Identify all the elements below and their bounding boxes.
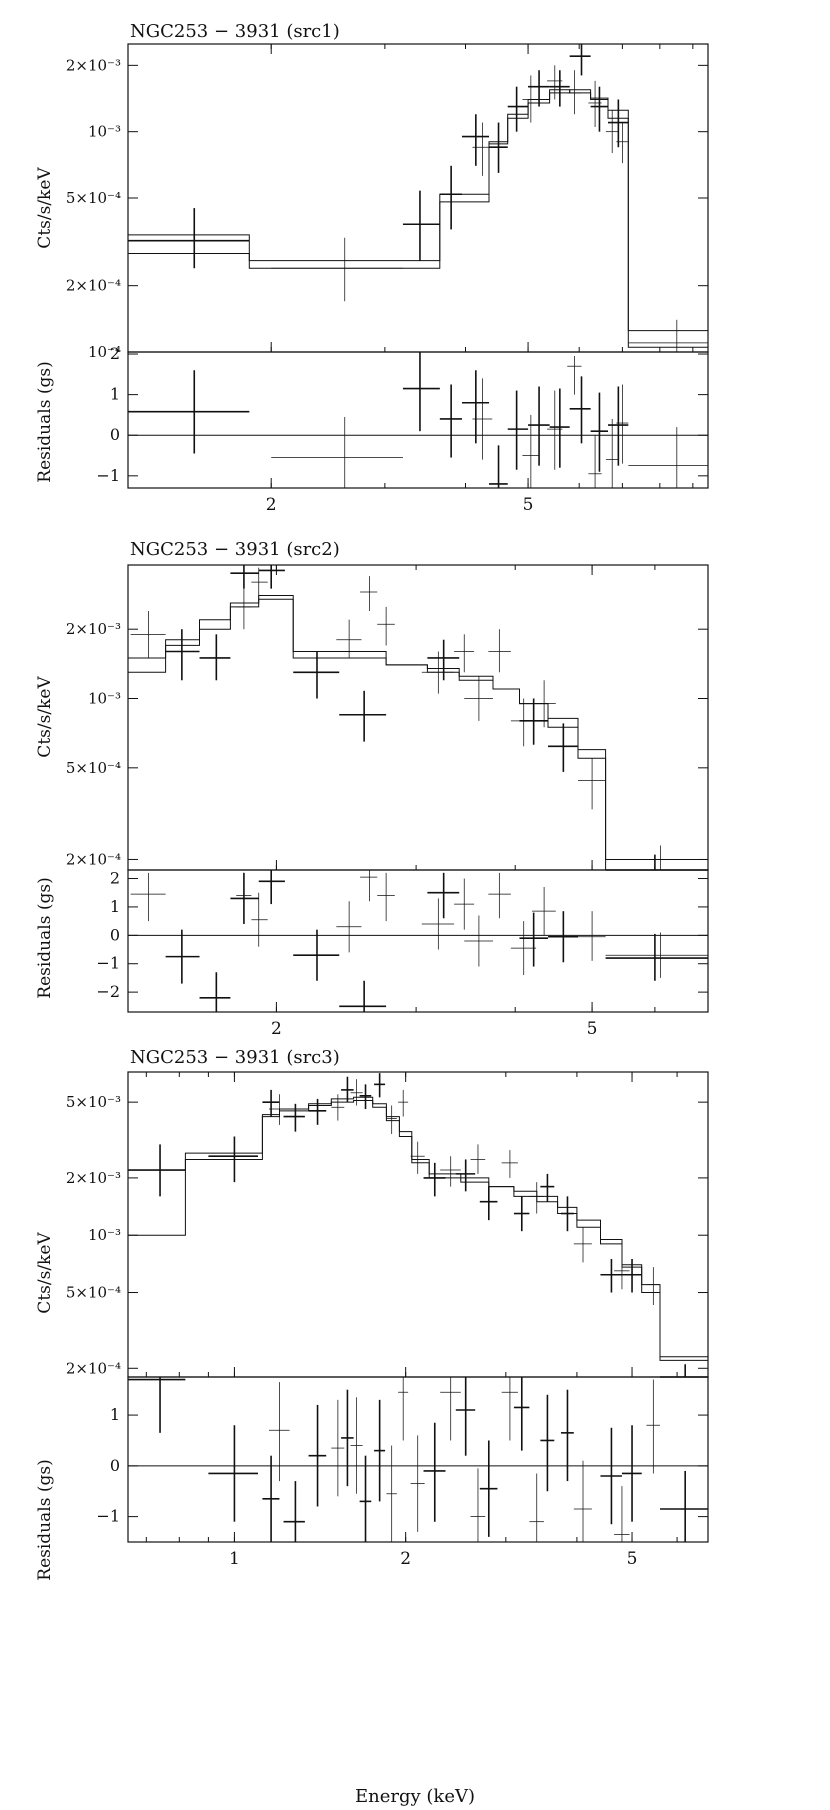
x-tick-label: 5: [587, 1019, 598, 1039]
spectrum-frame: [127, 564, 709, 871]
y-tick-label: 2×10⁻⁴: [66, 277, 121, 295]
residual-tick-label: 1: [110, 1405, 120, 1424]
y-tick-label: 2×10⁻⁴: [66, 850, 121, 868]
panel-src1: NGC253 − 3931 (src1) Cts/s/keV Residuals…: [35, 21, 709, 515]
residual-tick-label: 2: [110, 344, 120, 363]
y-axis-label: Cts/s/keV: [35, 676, 55, 758]
x-tick-label: 2: [266, 495, 277, 515]
y-tick-label: 2×10⁻³: [66, 620, 121, 638]
y-axis-label: Cts/s/keV: [35, 167, 55, 249]
panel-content: 2 5 10⁻⁴ 2×10⁻⁴ 5×10⁻⁴ 10⁻³ 2×10⁻³ −1 0 1 2: [66, 43, 709, 515]
y-axis-label: Cts/s/keV: [35, 1232, 55, 1314]
panel-content: 2 5 2×10⁻⁴ 5×10⁻⁴ 10⁻³ 2×10⁻³ −2 −1 0 1 2: [66, 564, 709, 1039]
x-axis-label: Energy (keV): [355, 1786, 475, 1807]
residual-tick-label: 1: [110, 385, 120, 404]
panel-content: 1 2 5 2×10⁻⁴ 5×10⁻⁴ 10⁻³ 2×10⁻³ 5×10⁻³ −1 0 1: [66, 1071, 709, 1569]
residual-tick-label: −1: [96, 466, 120, 485]
residual-frame: [127, 1376, 709, 1543]
panel-src3: NGC253 − 3931 (src3) Cts/s/keV Residuals…: [35, 1047, 709, 1581]
residual-axis-label: Residuals (gs): [35, 1459, 55, 1580]
y-tick-label: 10⁻⁴: [88, 343, 121, 361]
panel-title: NGC253 − 3931 (src1): [130, 21, 340, 42]
y-tick-label: 10⁻³: [88, 123, 121, 141]
x-tick-label: 1: [229, 1549, 240, 1569]
model-step-line: [128, 595, 708, 860]
y-tick-label: 10⁻³: [88, 1226, 121, 1244]
panel-title: NGC253 − 3931 (src3): [130, 1047, 340, 1068]
spectrum-frame: [127, 43, 709, 353]
residual-tick-label: −1: [96, 954, 120, 973]
y-tick-label: 2×10⁻³: [66, 1169, 121, 1187]
x-tick-label: 5: [523, 495, 534, 515]
residual-axis-label: Residuals (gs): [35, 877, 55, 998]
panel-title: NGC253 − 3931 (src2): [130, 539, 340, 560]
residual-tick-label: 1: [110, 897, 120, 916]
residual-tick-label: −2: [96, 982, 120, 1001]
x-tick-label: 5: [627, 1549, 638, 1569]
y-tick-label: 5×10⁻⁴: [66, 189, 121, 207]
model-step-line: [128, 89, 708, 332]
model-step-line: [128, 598, 708, 871]
residual-tick-label: 0: [110, 425, 120, 444]
x-tick-label: 2: [271, 1019, 282, 1039]
y-tick-label: 5×10⁻³: [66, 1093, 121, 1111]
y-tick-label: 10⁻³: [88, 690, 121, 708]
model-step-line: [128, 1096, 708, 1361]
x-tick-label: 2: [400, 1549, 411, 1569]
spectrum-frame: [127, 1071, 709, 1378]
residual-tick-label: −1: [96, 1507, 120, 1526]
y-tick-label: 2×10⁻³: [66, 56, 121, 74]
y-tick-label: 5×10⁻⁴: [66, 1284, 121, 1302]
residual-tick-label: 2: [110, 869, 120, 888]
y-tick-label: 5×10⁻⁴: [66, 759, 121, 777]
model-step-line: [128, 89, 708, 348]
residual-frame: [127, 869, 709, 1013]
model-step-line: [128, 1100, 708, 1358]
residual-tick-label: 0: [110, 1456, 120, 1475]
panel-src2: NGC253 − 3931 (src2) Cts/s/keV Residuals…: [35, 539, 709, 1039]
residual-tick-label: 0: [110, 925, 120, 944]
y-tick-label: 2×10⁻⁴: [66, 1359, 121, 1377]
residual-frame: [127, 351, 709, 489]
residual-axis-label: Residuals (gs): [35, 361, 55, 482]
